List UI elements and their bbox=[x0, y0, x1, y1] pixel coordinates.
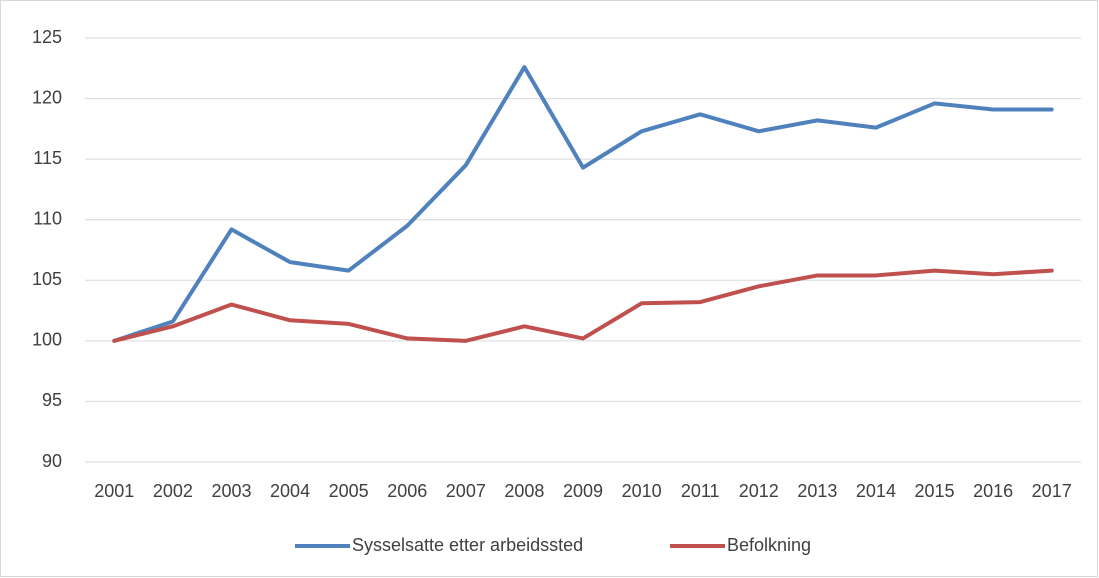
x-tick-label: 2004 bbox=[270, 481, 310, 501]
series-line bbox=[112, 268, 1054, 343]
x-tick-label: 2013 bbox=[797, 481, 837, 501]
y-tick-label: 120 bbox=[32, 87, 62, 107]
y-tick-label: 115 bbox=[33, 148, 62, 168]
x-tick-label: 2003 bbox=[211, 481, 251, 501]
legend-label: Befolkning bbox=[727, 535, 811, 555]
x-tick-label: 2009 bbox=[563, 481, 603, 501]
legend-label: Sysselsatte etter arbeidssted bbox=[352, 535, 583, 555]
x-tick-label: 2010 bbox=[622, 481, 662, 501]
x-tick-label: 2011 bbox=[681, 481, 720, 501]
x-tick-label: 2002 bbox=[153, 481, 193, 501]
x-tick-label: 2006 bbox=[387, 481, 427, 501]
x-tick-label: 2015 bbox=[915, 481, 955, 501]
x-tick-label: 2001 bbox=[94, 481, 134, 501]
series-line bbox=[112, 65, 1054, 343]
x-tick-label: 2016 bbox=[973, 481, 1013, 501]
y-tick-label: 100 bbox=[32, 330, 62, 350]
x-tick-label: 2014 bbox=[856, 481, 896, 501]
y-tick-label: 105 bbox=[32, 269, 62, 289]
y-tick-label: 95 bbox=[42, 390, 62, 410]
x-tick-label: 2012 bbox=[739, 481, 779, 501]
x-tick-label: 2008 bbox=[504, 481, 544, 501]
y-tick-label: 110 bbox=[33, 208, 62, 228]
y-tick-label: 90 bbox=[42, 451, 62, 471]
x-tick-label: 2007 bbox=[446, 481, 486, 501]
x-tick-label: 2005 bbox=[329, 481, 369, 501]
y-tick-label: 125 bbox=[32, 27, 62, 47]
x-tick-label: 2017 bbox=[1032, 481, 1072, 501]
